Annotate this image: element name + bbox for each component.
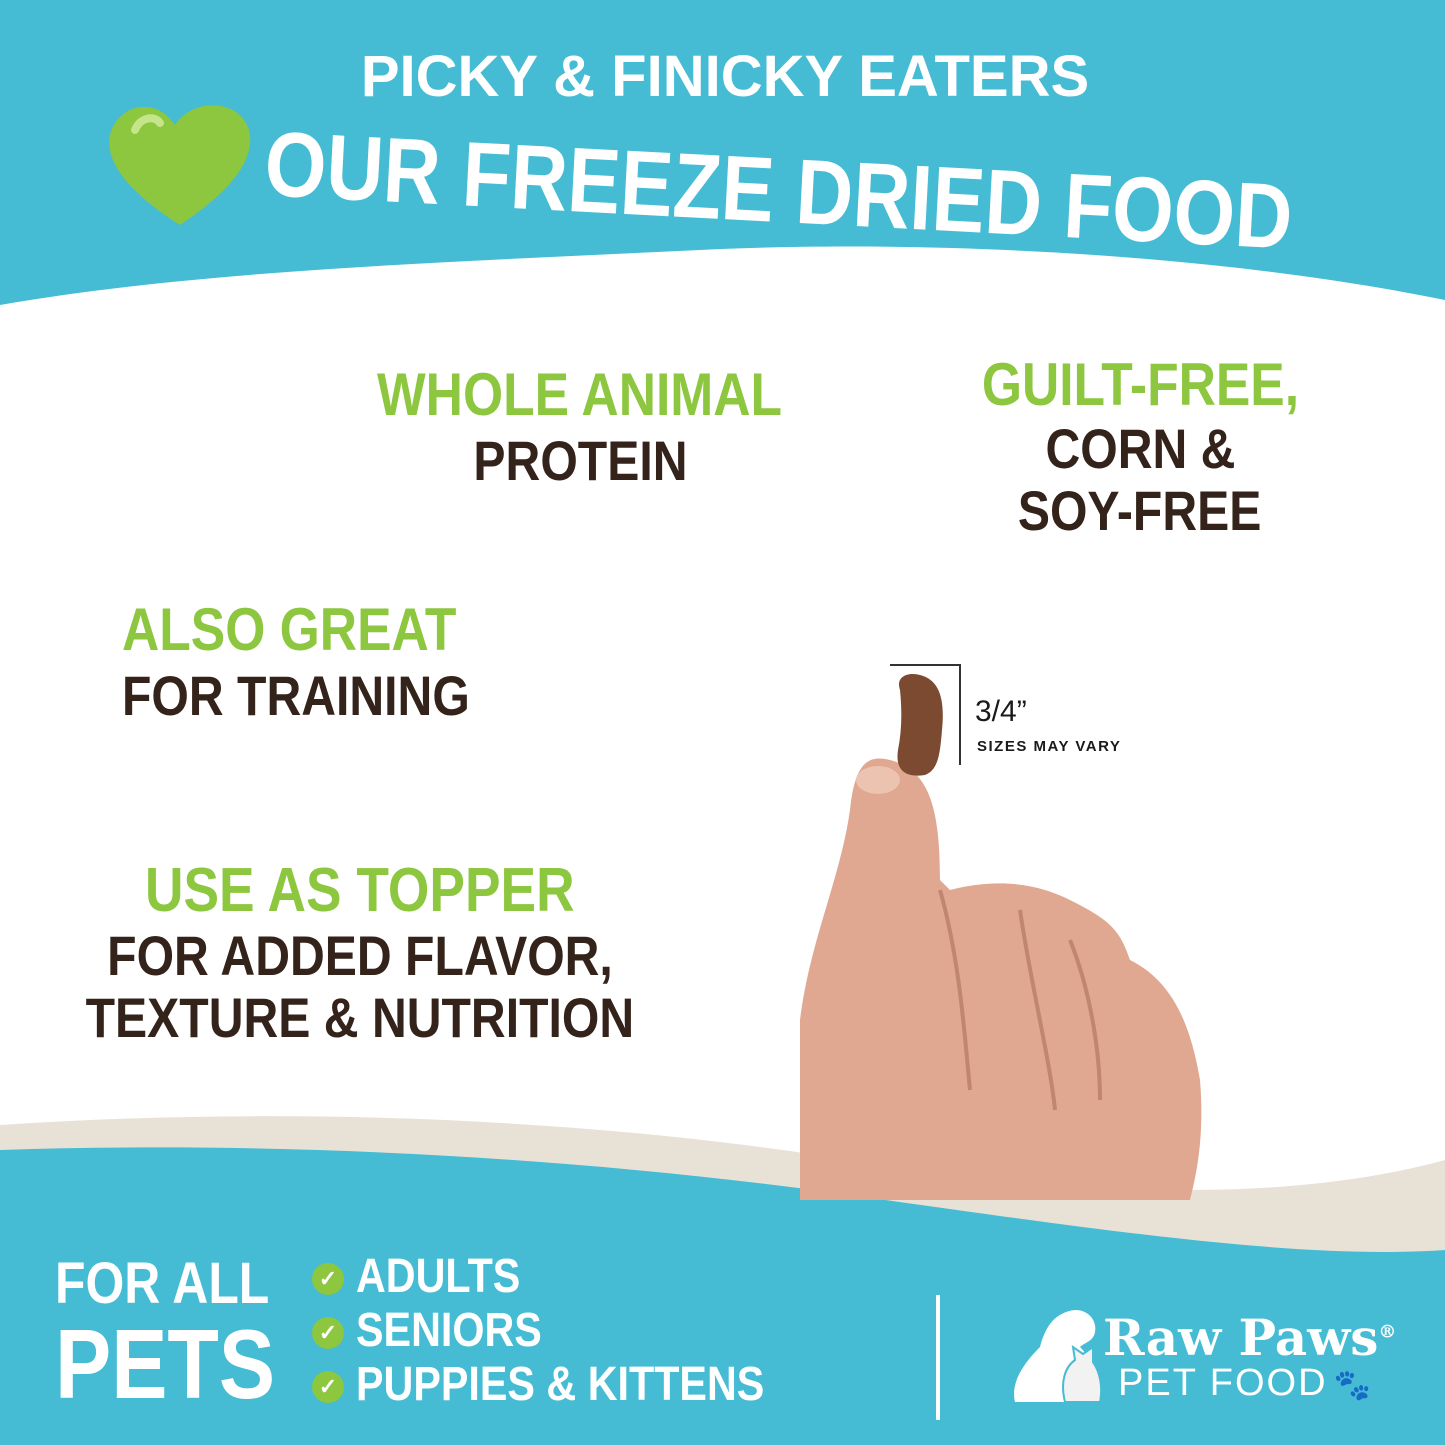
feature-training: ALSO GREAT FOR TRAINING [122, 596, 470, 727]
measure-bracket [890, 664, 961, 765]
registered-mark: ® [1378, 1321, 1397, 1343]
check-icon: ✓ [312, 1317, 344, 1350]
list-item: ✓ ADULTS [312, 1253, 831, 1307]
feature-topper: USE AS TOPPER FOR ADDED FLAVOR, TEXTURE … [85, 856, 635, 1049]
heart-icon [109, 105, 251, 225]
list-item: ✓ SENIORS [312, 1307, 831, 1361]
hand-holding-food-image [800, 664, 1202, 1200]
feature-guilt-free: GUILT-FREE, CORN & SOY-FREE [981, 351, 1299, 542]
size-note: SIZES MAY VARY [977, 738, 1122, 755]
feature-protein: WHOLE ANIMAL PROTEIN [377, 361, 783, 492]
food-nugget [897, 673, 943, 776]
dog-cat-logo-icon [1014, 1310, 1103, 1403]
header-band [0, 0, 1445, 305]
list-item: ✓ PUPPIES & KITTENS [312, 1361, 831, 1415]
brand-name: Raw Paws [1103, 1308, 1379, 1367]
brand-sub: PET FOOD [1118, 1362, 1328, 1404]
for-all-pets: FOR ALL PETS [55, 1251, 276, 1419]
paw-icon: 🐾 [1333, 1369, 1373, 1402]
check-icon: ✓ [312, 1371, 344, 1404]
header-subtitle: PICKY & FINICKY EATERS [360, 44, 1090, 109]
brand-logo: Raw Paws® PET FOOD 🐾 [1005, 1300, 1425, 1410]
size-label: 3/4” [975, 695, 1027, 728]
check-icon: ✓ [312, 1263, 344, 1296]
pet-types-list: ✓ ADULTS ✓ SENIORS ✓ PUPPIES & KITTENS [312, 1253, 831, 1415]
